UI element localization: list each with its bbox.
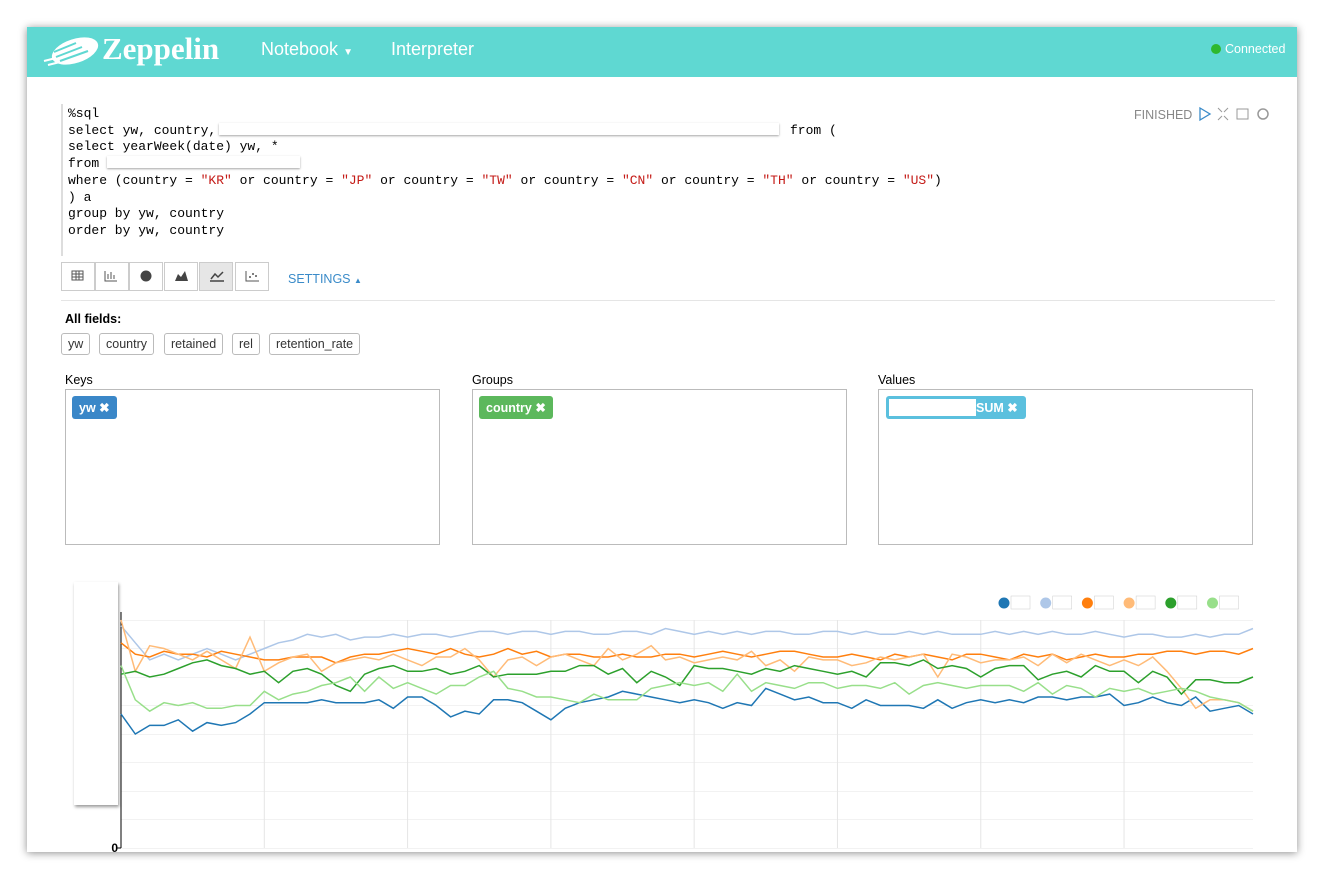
logo-text[interactable]: Zeppelin	[102, 31, 219, 67]
redaction	[219, 123, 779, 135]
string-literal: "TW"	[482, 173, 513, 188]
legend-redaction	[1011, 596, 1030, 609]
code-line: group by yw, country	[68, 206, 224, 221]
string-literal: "JP"	[341, 173, 372, 188]
redaction	[889, 399, 976, 416]
tag-label: yw	[79, 401, 96, 415]
values-label: Values	[878, 373, 915, 387]
code-line: from (	[790, 123, 837, 138]
legend-marker	[1124, 598, 1134, 608]
field-button[interactable]: country	[99, 333, 154, 355]
legend-redaction	[1053, 596, 1072, 609]
key-tag[interactable]: yw ✖	[72, 396, 117, 419]
string-literal: "TH"	[762, 173, 793, 188]
code-line: %sql	[68, 106, 99, 121]
logo-icon	[42, 31, 102, 71]
tag-label: SUM	[976, 401, 1004, 415]
tag-label: country	[486, 401, 532, 415]
zeppelin-window: Zeppelin Notebook ▼ Interpreter Connecte…	[27, 27, 1297, 852]
code-line: from	[68, 156, 99, 171]
group-tag[interactable]: country ✖	[479, 396, 553, 419]
string-literal: "KR"	[201, 173, 232, 188]
code-line: ) a	[68, 190, 91, 205]
legend-marker	[1082, 598, 1092, 608]
field-button[interactable]: retention_rate	[269, 333, 360, 355]
nav-label: Notebook	[261, 39, 338, 59]
nav-interpreter[interactable]: Interpreter	[391, 39, 474, 60]
string-literal: "CN"	[622, 173, 653, 188]
redaction	[107, 156, 300, 168]
legend-marker	[1208, 598, 1218, 608]
editor-border	[61, 104, 63, 256]
line-chart: 2013-012014-012014-112014-212014-312014-…	[27, 557, 1297, 852]
field-button[interactable]: retained	[164, 333, 223, 355]
paragraph-controls[interactable]	[1197, 106, 1277, 122]
field-button[interactable]: rel	[232, 333, 260, 355]
legend-redaction	[1220, 596, 1239, 609]
legend-marker	[1166, 598, 1176, 608]
caret: ▼	[343, 47, 353, 58]
settings-label: SETTINGS	[288, 272, 351, 286]
y-tick-label: 0	[111, 841, 118, 852]
nav-notebook[interactable]: Notebook ▼	[261, 39, 353, 60]
keys-box[interactable]	[65, 389, 440, 545]
string-literal: "US"	[903, 173, 934, 188]
groups-label: Groups	[472, 373, 513, 387]
code-line: order by yw, country	[68, 223, 224, 238]
code-line: where (country = "KR" or country = "JP" …	[68, 173, 942, 188]
caret: ▲	[354, 276, 362, 285]
separator	[61, 300, 1275, 301]
keys-label: Keys	[65, 373, 93, 387]
legend-redaction	[1136, 596, 1155, 609]
connection-status: Connected	[1225, 42, 1285, 56]
legend-redaction	[1178, 596, 1197, 609]
settings-toggle[interactable]: SETTINGS ▲	[288, 272, 362, 286]
code-line: select yearWeek(date) yw, *	[68, 139, 279, 154]
paragraph-status: FINISHED	[1134, 108, 1192, 122]
fields-label: All fields:	[65, 312, 121, 326]
code-line: select yw, country,	[68, 123, 216, 138]
legend-marker	[1041, 598, 1051, 608]
legend-redaction	[1094, 596, 1113, 609]
redaction	[74, 582, 118, 805]
navbar: Zeppelin Notebook ▼ Interpreter Connecte…	[27, 27, 1297, 77]
status-dot	[1211, 44, 1221, 54]
grid-background	[121, 620, 1253, 849]
legend-marker	[999, 598, 1009, 608]
field-button[interactable]: yw	[61, 333, 90, 355]
chart-type-icons	[61, 262, 271, 291]
